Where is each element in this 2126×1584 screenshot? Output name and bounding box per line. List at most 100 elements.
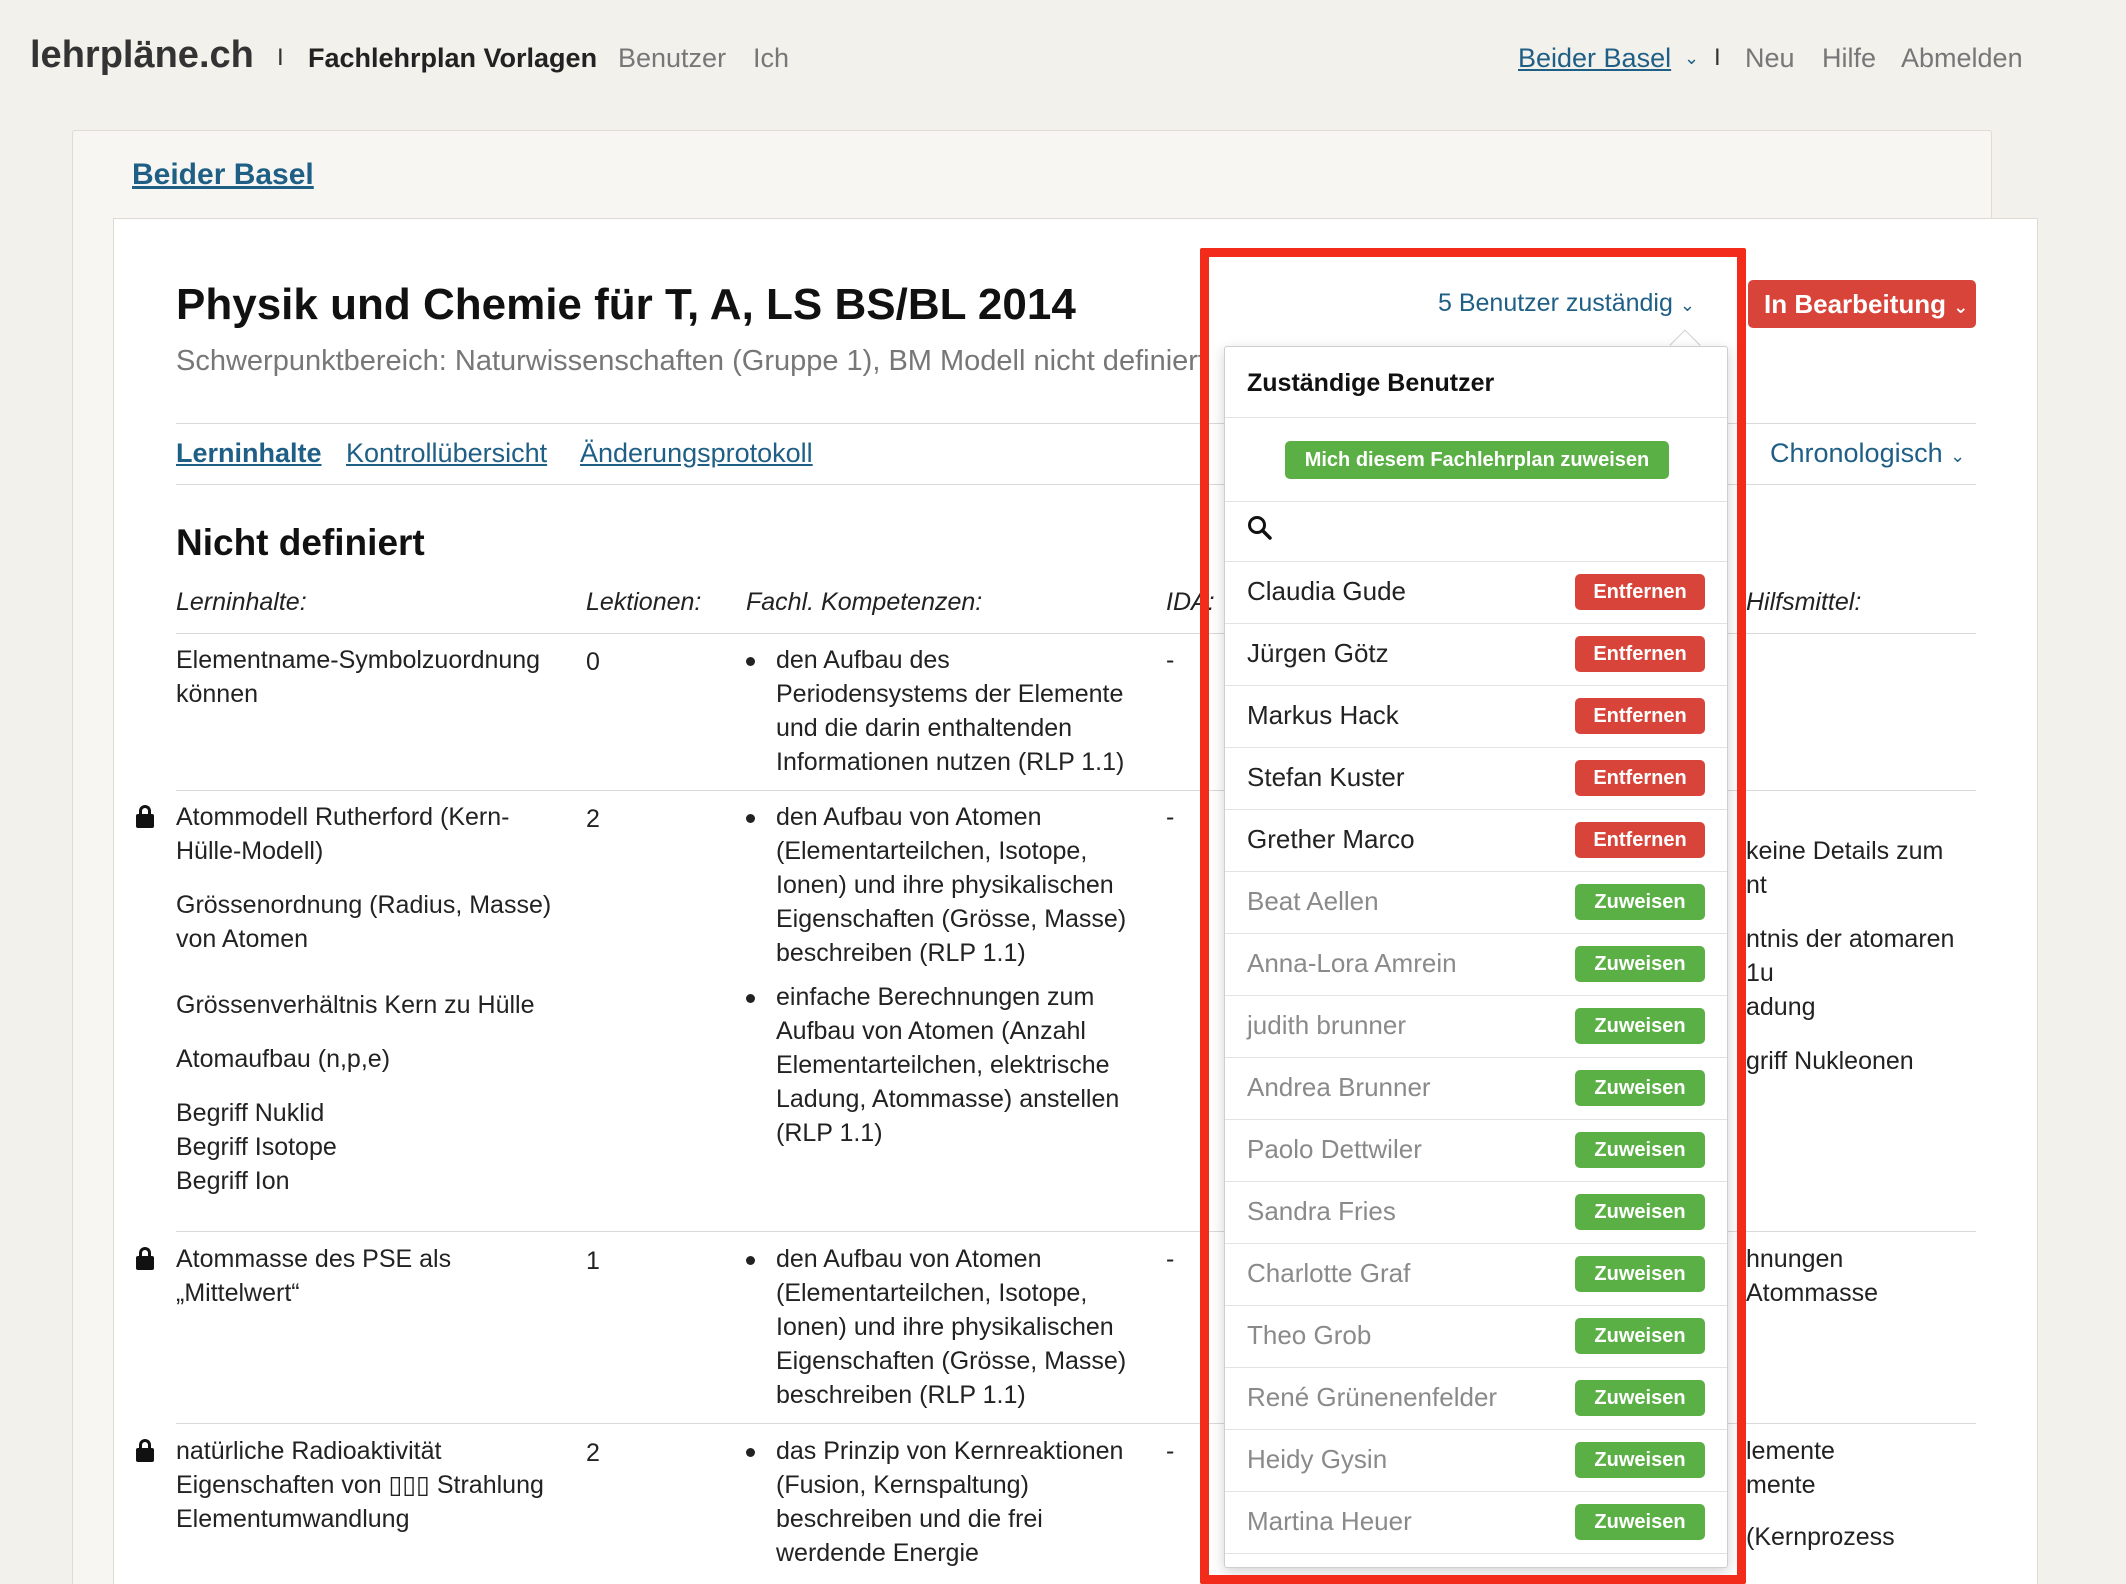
assign-user-button[interactable]: Zuweisen: [1575, 946, 1705, 982]
bullet-icon: [746, 994, 755, 1003]
competence-line: (Elementarteilchen, Isotope,: [776, 1279, 1088, 1307]
nav-item-abmelden[interactable]: Abmelden: [1901, 43, 2023, 73]
content-line: Elementumwandlung: [176, 1505, 410, 1533]
status-label: In Bearbeitung: [1764, 289, 1947, 319]
cell-hilfsmittel: keine Details zum nt ntnis der atomaren …: [1746, 834, 1954, 1078]
tab-lerninhalte[interactable]: Lerninhalte: [176, 438, 322, 468]
user-row: judith brunner Zuweisen: [1225, 996, 1727, 1058]
assigned-users-label: 5 Benutzer zuständig: [1438, 289, 1673, 317]
cell-hilfsmittel: lemente mente (Kernprozess: [1746, 1434, 1895, 1554]
aid-line: Atommasse: [1746, 1279, 1878, 1307]
nav-item-ich[interactable]: Ich: [753, 43, 790, 73]
assign-user-button[interactable]: Zuweisen: [1575, 1504, 1705, 1540]
divider: [1225, 417, 1727, 418]
chevron-down-icon: ⌄: [1950, 446, 1966, 466]
user-row: Markus Hack Entfernen: [1225, 686, 1727, 748]
assign-user-button[interactable]: Zuweisen: [1575, 1318, 1705, 1354]
tab-kontrolluebersicht[interactable]: Kontrollübersicht: [346, 438, 548, 468]
content-line: Grössenordnung (Radius, Masse): [176, 891, 552, 919]
assign-user-button[interactable]: Zuweisen: [1575, 884, 1705, 920]
competence-line: einfache Berechnungen zum: [776, 983, 1095, 1011]
bullet-icon: [746, 814, 755, 823]
competence-line: beschreiben (RLP 1.1): [776, 1381, 1026, 1409]
status-dropdown-button[interactable]: In Bearbeitung ⌄: [1748, 280, 1976, 328]
user-row: Stefan Kuster Entfernen: [1225, 748, 1727, 810]
chevron-down-icon: ⌄: [1679, 295, 1695, 315]
competence-line: (Elementarteilchen, Isotope,: [776, 837, 1088, 865]
assigned-users-dropdown: Zuständige Benutzer Mich diesem Fachlehr…: [1224, 346, 1728, 1568]
assign-user-button[interactable]: Zuweisen: [1575, 1442, 1705, 1478]
user-name: Heidy Gysin: [1247, 1444, 1388, 1474]
assign-user-button[interactable]: Zuweisen: [1575, 1194, 1705, 1230]
competence-line: Ionen) und ihre physikalischen: [776, 1313, 1114, 1341]
cell-kompetenz: einfache Berechnungen zum Aufbau von Ato…: [776, 980, 1119, 1150]
user-name: Markus Hack: [1247, 700, 1399, 730]
remove-user-button[interactable]: Entfernen: [1575, 698, 1705, 734]
aid-line: (Kernprozess: [1746, 1523, 1895, 1551]
competence-line: Eigenschaften (Grösse, Masse): [776, 905, 1127, 933]
search-icon[interactable]: [1247, 515, 1273, 541]
user-row: Claudia Gude Entfernen: [1225, 562, 1727, 624]
competence-line: beschreiben (RLP 1.1): [776, 939, 1026, 967]
user-name: Jürgen Götz: [1247, 638, 1389, 668]
aid-line: keine Details zum: [1746, 837, 1944, 865]
page-title: Physik und Chemie für T, A, LS BS/BL 201…: [176, 280, 1076, 329]
page-subtitle: Schwerpunktbereich: Naturwissenschaften …: [176, 345, 1206, 377]
assign-user-button[interactable]: Zuweisen: [1575, 1256, 1705, 1292]
remove-user-button[interactable]: Entfernen: [1575, 574, 1705, 610]
org-switcher[interactable]: Beider Basel: [1518, 43, 1672, 73]
user-row: Andrea Brunner Zuweisen: [1225, 1058, 1727, 1120]
competence-line: Ionen) und ihre physikalischen: [776, 871, 1114, 899]
divider: [176, 790, 1976, 791]
lock-icon: [136, 805, 154, 828]
assign-user-button[interactable]: Zuweisen: [1575, 1132, 1705, 1168]
nav-item-fachlehrplan-vorlagen[interactable]: Fachlehrplan Vorlagen: [308, 43, 598, 73]
remove-user-button[interactable]: Entfernen: [1575, 636, 1705, 672]
nav-item-neu[interactable]: Neu: [1745, 43, 1795, 73]
remove-user-button[interactable]: Entfernen: [1575, 760, 1705, 796]
content-line: Begriff Isotope: [176, 1133, 337, 1161]
nav-separator: I: [1714, 44, 1721, 71]
user-name: Theo Grob: [1247, 1320, 1372, 1350]
remove-user-button[interactable]: Entfernen: [1575, 822, 1705, 858]
user-row: René Grünenenfelder Zuweisen: [1225, 1368, 1727, 1430]
user-name: Martina Heuer: [1247, 1506, 1412, 1536]
user-row: Charlotte Graf Zuweisen: [1225, 1244, 1727, 1306]
breadcrumb-link[interactable]: Beider Basel: [132, 158, 314, 191]
content-line: Begriff Ion: [176, 1167, 290, 1195]
cell-kompetenz: den Aufbau von Atomen (Elementarteilchen…: [776, 800, 1126, 970]
user-name: Beat Aellen: [1247, 886, 1379, 916]
section-title: Nicht definiert: [176, 522, 425, 563]
cell-lektionen: 2: [586, 1439, 600, 1467]
cell-lerninhalt: Atommodell Rutherford (Kern- Hülle-Model…: [176, 800, 551, 1198]
cell-lerninhalt: Atommasse des PSE als „Mittelwert“: [176, 1242, 451, 1310]
nav-item-benutzer[interactable]: Benutzer: [618, 43, 727, 73]
content-line: von Atomen: [176, 925, 309, 953]
assign-me-button[interactable]: Mich diesem Fachlehrplan zuweisen: [1285, 441, 1669, 479]
assign-user-button[interactable]: Zuweisen: [1575, 1380, 1705, 1416]
content-line: Atommasse des PSE als: [176, 1245, 452, 1273]
divider: [176, 484, 1976, 485]
tab-aenderungsprotokoll[interactable]: Änderungsprotokoll: [580, 438, 813, 468]
aid-line: lemente: [1746, 1437, 1835, 1465]
nav-item-hilfe[interactable]: Hilfe: [1822, 43, 1877, 73]
user-name: Charlotte Graf: [1247, 1258, 1411, 1288]
cell-lektionen: 0: [586, 648, 600, 676]
assign-user-button[interactable]: Zuweisen: [1575, 1070, 1705, 1106]
nav-separator: I: [277, 44, 284, 71]
user-name: René Grünenenfelder: [1247, 1382, 1498, 1412]
column-header-hilfsmittel: Hilfsmittel:: [1746, 588, 1862, 616]
content-line: natürliche Radioaktivität: [176, 1437, 442, 1465]
aid-line: ntnis der atomaren: [1746, 925, 1955, 953]
user-name: Grether Marco: [1247, 824, 1415, 854]
sort-dropdown[interactable]: Chronologisch ⌄: [1770, 438, 1965, 469]
assign-user-button[interactable]: Zuweisen: [1575, 1008, 1705, 1044]
lock-icon: [136, 1439, 154, 1462]
site-logo[interactable]: lehrpläne.ch: [30, 34, 254, 76]
user-name: Claudia Gude: [1247, 576, 1406, 606]
user-name: Sandra Fries: [1247, 1196, 1396, 1226]
assigned-users-toggle[interactable]: 5 Benutzer zuständig ⌄: [1438, 289, 1695, 318]
divider: [176, 633, 1976, 634]
cell-hilfsmittel: hnungen Atommasse: [1746, 1242, 1878, 1310]
competence-line: (RLP 1.1): [776, 1119, 883, 1147]
